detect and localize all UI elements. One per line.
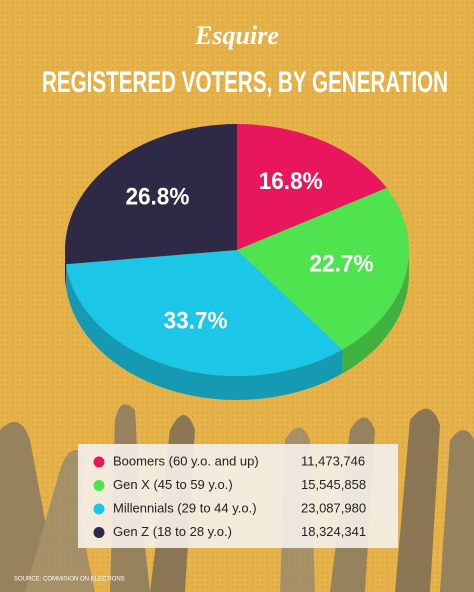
pie-side — [65, 250, 67, 289]
pie-slice — [65, 124, 238, 265]
pie-side — [342, 250, 409, 374]
legend-count: 18,324,341 — [301, 524, 366, 539]
pie-slice — [66, 250, 343, 377]
legend-count: 23,087,980 — [301, 500, 366, 515]
data-label: 16.8% — [259, 168, 323, 195]
pie-side — [66, 264, 343, 400]
source: SOURCE: COMMISION ON ELECTIONS — [14, 577, 125, 583]
legend-label: Gen X (45 to 59 y.o.) — [113, 477, 233, 492]
legend-count: 15,545,858 — [301, 477, 366, 492]
legend-swatch — [93, 503, 105, 515]
legend-label: Boomers (60 y.o. and up) — [113, 453, 259, 468]
legend-swatch — [93, 527, 105, 538]
data-label: 33.7% — [164, 307, 228, 334]
pie-slice — [237, 187, 410, 350]
legend-label: Millennials (29 to 44 y.o.) — [113, 500, 257, 515]
legend: Boomers (60 y.o. and up) 11,473,746 Gen X … — [93, 453, 366, 539]
legend-swatch — [93, 456, 105, 468]
legend-count: 11,473,746 — [301, 453, 365, 468]
legend-box — [78, 444, 398, 548]
pie-slice — [237, 124, 387, 250]
data-label: 22.7% — [310, 251, 374, 278]
legend-swatch — [93, 480, 105, 491]
legend-label: Gen Z (18 to 28 y.o.) — [113, 524, 232, 539]
brand: Esquire — [194, 21, 279, 50]
pie: 16.8% 22.7% 33.7% 26.8% — [65, 124, 410, 400]
data-label: 26.8% — [125, 183, 189, 210]
chart-title: REGISTERED VOTERS, BY GENERATION — [42, 66, 448, 99]
